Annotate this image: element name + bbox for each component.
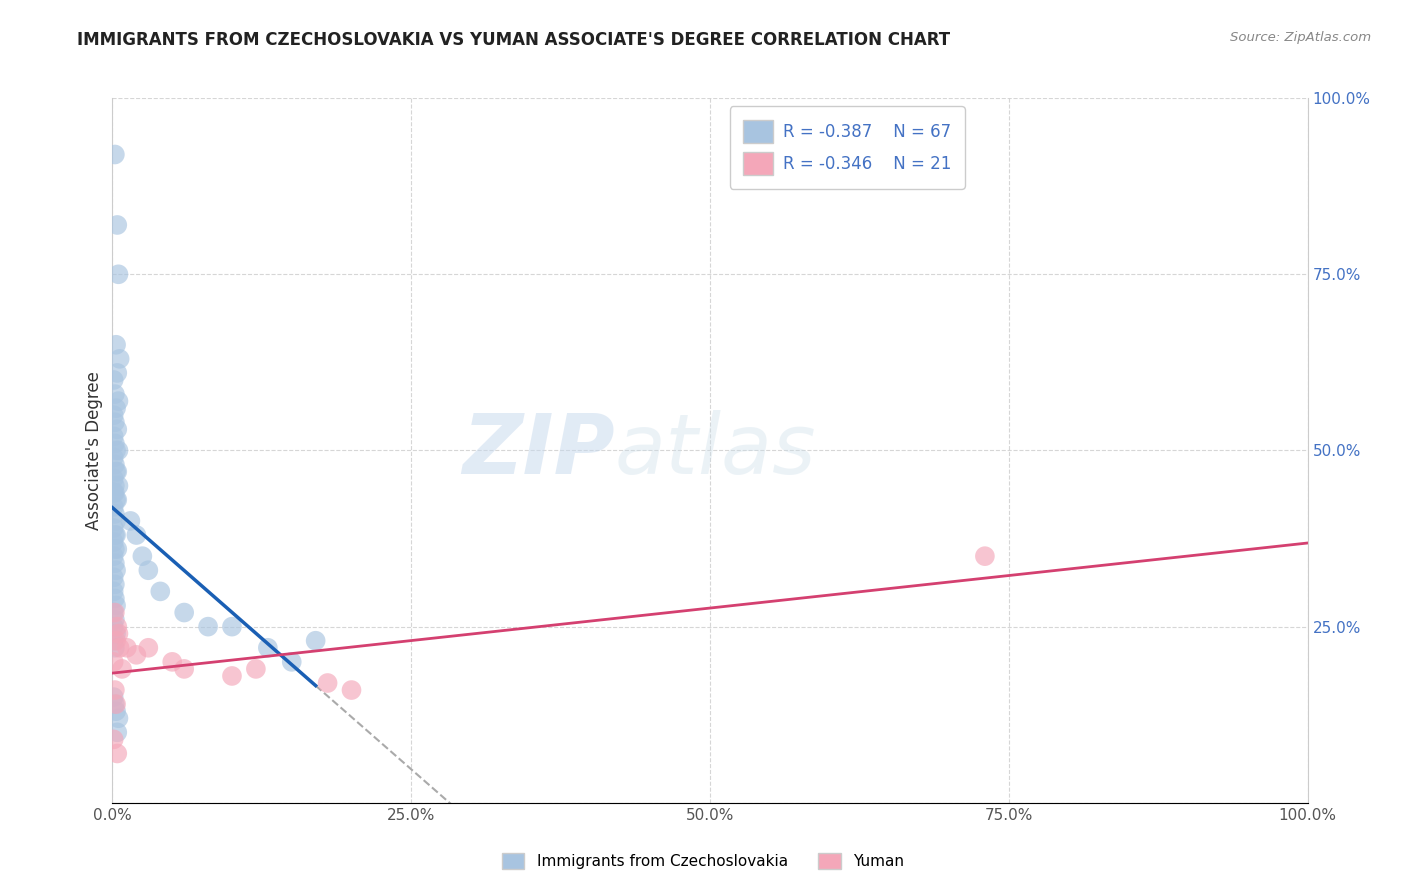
Point bbox=[138, 640, 160, 655]
Point bbox=[103, 535, 125, 549]
Point bbox=[104, 147, 127, 161]
Point bbox=[257, 640, 280, 655]
Y-axis label: Associate's Degree: Associate's Degree bbox=[84, 371, 103, 530]
Point bbox=[103, 472, 125, 486]
Point bbox=[103, 408, 125, 422]
Point bbox=[105, 633, 128, 648]
Point bbox=[221, 669, 243, 683]
Point bbox=[221, 619, 243, 633]
Point bbox=[105, 697, 128, 711]
Point bbox=[281, 655, 304, 669]
Point bbox=[173, 662, 195, 676]
Point bbox=[107, 711, 129, 725]
Point bbox=[104, 683, 127, 698]
Point bbox=[103, 690, 125, 705]
Point bbox=[105, 465, 128, 479]
Point bbox=[107, 268, 129, 282]
Point bbox=[125, 648, 148, 662]
Point bbox=[107, 394, 129, 409]
Point bbox=[103, 570, 125, 584]
Point bbox=[108, 640, 131, 655]
Point bbox=[105, 619, 128, 633]
Point bbox=[131, 549, 153, 564]
Point bbox=[104, 507, 127, 521]
Text: atlas: atlas bbox=[614, 410, 815, 491]
Point bbox=[125, 528, 148, 542]
Point bbox=[104, 458, 127, 472]
Point bbox=[103, 619, 125, 633]
Point bbox=[104, 542, 127, 557]
Point bbox=[107, 443, 129, 458]
Point bbox=[104, 528, 127, 542]
Point bbox=[104, 613, 127, 627]
Point bbox=[105, 443, 128, 458]
Point bbox=[105, 704, 128, 718]
Point bbox=[105, 747, 128, 761]
Point bbox=[103, 633, 125, 648]
Point bbox=[149, 584, 172, 599]
Point bbox=[115, 640, 138, 655]
Point bbox=[316, 676, 339, 690]
Point bbox=[105, 599, 128, 613]
Point bbox=[105, 218, 128, 232]
Point bbox=[108, 351, 131, 366]
Point bbox=[305, 633, 328, 648]
Point bbox=[104, 577, 127, 591]
Legend: R = -0.387    N = 67, R = -0.346    N = 21: R = -0.387 N = 67, R = -0.346 N = 21 bbox=[730, 106, 965, 188]
Point bbox=[104, 591, 127, 606]
Point bbox=[103, 429, 125, 443]
Point bbox=[162, 655, 183, 669]
Point bbox=[105, 492, 128, 507]
Point bbox=[104, 436, 127, 450]
Point bbox=[105, 514, 128, 528]
Point bbox=[103, 584, 125, 599]
Point bbox=[107, 626, 129, 640]
Point bbox=[120, 514, 142, 528]
Point bbox=[105, 626, 128, 640]
Text: IMMIGRANTS FROM CZECHOSLOVAKIA VS YUMAN ASSOCIATE'S DEGREE CORRELATION CHART: IMMIGRANTS FROM CZECHOSLOVAKIA VS YUMAN … bbox=[77, 31, 950, 49]
Point bbox=[105, 542, 128, 557]
Point bbox=[104, 697, 127, 711]
Point bbox=[104, 640, 127, 655]
Point bbox=[111, 662, 134, 676]
Point bbox=[245, 662, 267, 676]
Point bbox=[197, 619, 219, 633]
Point bbox=[340, 683, 363, 698]
Point bbox=[105, 401, 128, 416]
Point bbox=[974, 549, 997, 564]
Point bbox=[105, 337, 128, 351]
Point bbox=[103, 500, 125, 514]
Point bbox=[104, 478, 127, 492]
Point bbox=[105, 528, 128, 542]
Point bbox=[104, 485, 127, 500]
Point bbox=[103, 549, 125, 564]
Point bbox=[103, 373, 125, 387]
Point bbox=[105, 465, 128, 479]
Point bbox=[103, 485, 125, 500]
Point bbox=[173, 606, 195, 620]
Point bbox=[138, 563, 160, 577]
Point bbox=[104, 387, 127, 401]
Point bbox=[104, 556, 127, 570]
Point bbox=[105, 422, 128, 436]
Legend: Immigrants from Czechoslovakia, Yuman: Immigrants from Czechoslovakia, Yuman bbox=[495, 847, 911, 875]
Point bbox=[103, 655, 125, 669]
Point bbox=[103, 521, 125, 535]
Point bbox=[104, 415, 127, 429]
Point bbox=[105, 563, 128, 577]
Point bbox=[107, 478, 129, 492]
Point bbox=[104, 606, 127, 620]
Point bbox=[103, 606, 125, 620]
Point bbox=[105, 725, 128, 739]
Point bbox=[105, 492, 128, 507]
Point bbox=[103, 732, 125, 747]
Point bbox=[105, 366, 128, 380]
Point bbox=[103, 450, 125, 465]
Text: ZIP: ZIP bbox=[461, 410, 614, 491]
Text: Source: ZipAtlas.com: Source: ZipAtlas.com bbox=[1230, 31, 1371, 45]
